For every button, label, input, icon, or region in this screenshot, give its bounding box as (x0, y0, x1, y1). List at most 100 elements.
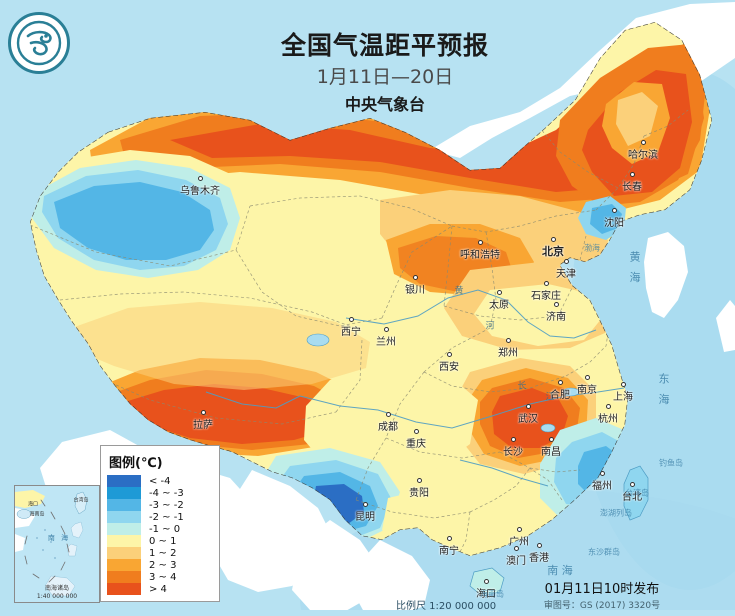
legend-range-label: > 4 (149, 583, 167, 595)
city-name: 长沙 (503, 447, 523, 458)
city-marker-icon (629, 482, 635, 487)
legend-color-swatch (107, 559, 141, 571)
legend-row: -4 ~ -3 (107, 487, 213, 499)
legend-range-label: < -4 (149, 475, 171, 487)
city-marker-icon (548, 437, 554, 442)
city-label: 长沙 (503, 437, 523, 458)
city-label: 西宁 (341, 317, 361, 338)
city-marker-icon (536, 543, 542, 548)
city-marker-icon (412, 275, 418, 280)
legend-color-swatch (107, 583, 141, 595)
city-name: 合肥 (550, 390, 570, 401)
legend-row: -3 ~ -2 (107, 499, 213, 511)
date-range: 1月11日—20日 (316, 66, 454, 89)
legend-color-swatch (107, 547, 141, 559)
legend-row: 3 ~ 4 (107, 571, 213, 583)
issuing-organization: 中央气象台 (344, 94, 425, 114)
legend-color-swatch (107, 475, 141, 487)
legend-color-swatch (107, 511, 141, 523)
city-label: 沈阳 (604, 208, 624, 229)
city-name: 哈尔滨 (628, 150, 658, 161)
sea-label: 南 海 (547, 564, 573, 577)
river-label: 长 (517, 381, 527, 392)
city-name: 呼和浩特 (460, 250, 500, 261)
legend-color-swatch (107, 487, 141, 499)
inset-scale-ratio: 1:40 000 000 (36, 592, 78, 600)
city-label: 贵阳 (409, 478, 429, 499)
city-name: 长春 (622, 182, 642, 193)
city-name: 南宁 (439, 546, 459, 557)
sea-label: 东 海 (657, 372, 670, 408)
city-marker-icon (362, 502, 368, 507)
city-marker-icon (416, 478, 422, 483)
city-name: 乌鲁木齐 (180, 186, 220, 197)
page-title: 全国气温距平预报 (280, 31, 489, 60)
city-name: 澳门 (506, 556, 526, 567)
inset-city-label: 海南岛 (29, 511, 45, 518)
city-label: 澳门 (506, 546, 526, 567)
city-name: 成都 (378, 422, 398, 433)
city-name: 武汉 (518, 414, 538, 425)
issue-time-text: 01月11日10时发布 (544, 582, 660, 597)
city-name: 上海 (613, 392, 633, 403)
legend-row: < -4 (107, 475, 213, 487)
city-marker-icon (605, 404, 611, 409)
legend-range-label: -2 ~ -1 (149, 511, 184, 523)
city-name: 兰州 (376, 337, 396, 348)
city-name: 银川 (405, 285, 425, 296)
legend-row: -1 ~ 0 (107, 523, 213, 535)
city-label: 兰州 (376, 327, 396, 348)
inset-city-label: 台湾岛 (73, 497, 89, 504)
city-marker-icon (550, 237, 556, 242)
city-label: 重庆 (406, 429, 426, 450)
city-name: 石家庄 (531, 291, 561, 302)
inset-map-graphic (15, 486, 99, 602)
city-marker-icon (200, 410, 206, 415)
city-name: 沈阳 (604, 218, 624, 229)
approval-number-text: 审图号：GS (2017) 3320号 (543, 601, 661, 611)
city-name: 昆明 (355, 512, 375, 523)
city-marker-icon (348, 317, 354, 322)
city-marker-icon (446, 352, 452, 357)
city-name: 福州 (592, 481, 612, 492)
river-label: 黄 (454, 286, 464, 297)
legend-range-label: -3 ~ -2 (149, 499, 184, 511)
city-marker-icon (525, 404, 531, 409)
city-marker-icon (553, 302, 559, 307)
city-marker-icon (557, 380, 563, 385)
city-name: 台北 (622, 492, 642, 503)
city-marker-icon (483, 579, 489, 584)
sea-label: 渤海 (584, 243, 600, 253)
city-marker-icon (640, 140, 646, 145)
map-scale-text: 比例尺 1:20 000 000 (396, 601, 497, 612)
legend-range-label: 2 ~ 3 (149, 559, 177, 571)
city-label: 拉萨 (193, 410, 213, 431)
city-label: 台北 (622, 482, 642, 503)
city-label: 合肥 (550, 380, 570, 401)
legend-range-label: -4 ~ -3 (149, 487, 184, 499)
sea-label: 东沙群岛 (588, 547, 620, 557)
city-marker-icon (543, 281, 549, 286)
city-name: 南昌 (541, 447, 561, 458)
city-label: 武汉 (518, 404, 538, 425)
river-label: 江 (545, 392, 555, 403)
city-name: 香港 (529, 553, 549, 564)
legend-color-swatch (107, 571, 141, 583)
sea-label: 澎湖列岛 (600, 508, 632, 518)
bottom-strip (0, 610, 735, 616)
city-name: 广州 (509, 537, 529, 548)
legend-title: 图例(℃) (109, 456, 163, 471)
city-marker-icon (496, 290, 502, 295)
city-marker-icon (510, 437, 516, 442)
city-name: 重庆 (406, 439, 426, 450)
city-marker-icon (385, 412, 391, 417)
city-label: 福州 (592, 471, 612, 492)
inset-title: 南海诸岛 (44, 585, 69, 592)
city-label: 广州 (509, 527, 529, 548)
city-label: 昆明 (355, 502, 375, 523)
legend-range-label: 0 ~ 1 (149, 535, 177, 547)
city-label: 呼和浩特 (460, 240, 500, 261)
city-label: 乌鲁木齐 (180, 176, 220, 197)
